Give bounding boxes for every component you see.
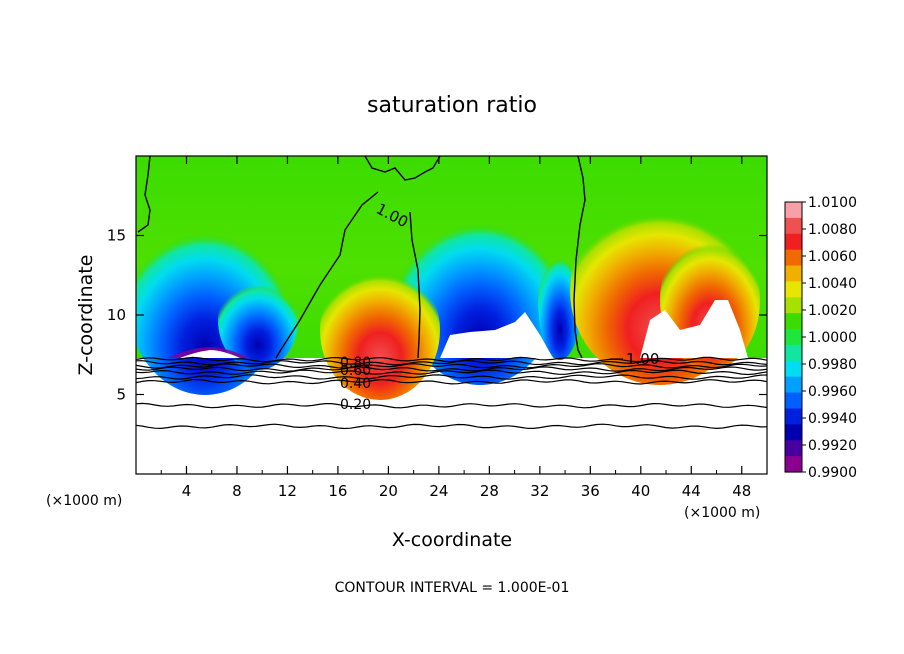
cloud-region-east — [640, 300, 748, 358]
y-axis-title: Z-coordinate — [75, 255, 97, 376]
dry-region-central-2 — [538, 240, 582, 360]
chart-title: saturation ratio — [367, 93, 537, 118]
colorbar-label: 0.9980 — [808, 357, 857, 373]
contour-line — [136, 369, 767, 376]
colorbar-swatch — [785, 202, 802, 219]
colorbar-label: 1.0040 — [808, 276, 857, 292]
contour-line — [136, 359, 767, 366]
colorbar-swatch — [785, 408, 802, 425]
contour-line — [136, 423, 767, 430]
lower-contours — [136, 356, 767, 430]
colorbar-swatch — [785, 313, 802, 330]
x-tick-label: 4 — [182, 482, 192, 500]
contour-label-1-00-right: 1.00 — [626, 350, 659, 368]
colorbar-label: 0.9900 — [808, 465, 857, 481]
moist-region-central — [320, 260, 440, 400]
x-tick-label: 20 — [379, 482, 398, 500]
colorbar-swatch — [785, 233, 802, 251]
x-tick-label: 48 — [732, 482, 751, 500]
contour-line — [136, 356, 767, 363]
colorbar-label: 1.0060 — [808, 249, 857, 265]
contour-line — [136, 378, 767, 385]
x-tick-label: 24 — [429, 482, 448, 500]
x-unit-label-left: (×1000 m) — [46, 493, 122, 509]
colorbar-swatch — [785, 329, 802, 346]
contour-line — [136, 374, 767, 380]
colorbar-swatch — [785, 440, 802, 457]
x-tick-label: 8 — [232, 482, 242, 500]
x-tick-label: 32 — [530, 482, 549, 500]
colorbar-label: 0.9960 — [808, 384, 857, 400]
colorbar-swatch — [785, 265, 802, 283]
contour-label-0-40: 0.40 — [340, 376, 371, 392]
contour-interval-note: CONTOUR INTERVAL = 1.000E-01 — [335, 580, 570, 596]
colorbar-swatch — [785, 456, 802, 473]
x-tick-label: 16 — [328, 482, 347, 500]
x-tick-label: 40 — [631, 482, 650, 500]
colorbar-swatch — [785, 424, 802, 441]
colorbar-swatch — [785, 281, 802, 298]
colorbar-swatch — [785, 249, 802, 267]
x-tick-label: 28 — [480, 482, 499, 500]
y-tick-label: 15 — [107, 227, 126, 245]
colorbar-swatch — [785, 344, 802, 362]
colorbar-swatch — [785, 376, 802, 394]
x-tick-label: 12 — [278, 482, 297, 500]
x-axis-title: X-coordinate — [392, 529, 512, 551]
x-unit-label-right: (×1000 m) — [684, 505, 760, 521]
contour-line — [136, 402, 767, 409]
colorbar-swatch — [785, 360, 802, 378]
contour-label-0-60: 0.60 — [340, 363, 371, 379]
x-tick-label: 44 — [682, 482, 701, 500]
colorbar-label: 0.9920 — [808, 438, 857, 454]
y-tick-label: 5 — [116, 386, 126, 404]
contour-line — [136, 366, 767, 372]
colorbar-label: 0.9940 — [808, 411, 857, 427]
colorbar-label: 1.0100 — [808, 195, 857, 211]
y-tick-label: 10 — [107, 306, 126, 324]
cloud-region-central — [440, 312, 553, 358]
colorbar-label: 1.0080 — [808, 222, 857, 238]
x-tick-label: 36 — [581, 482, 600, 500]
contour-label-0-20: 0.20 — [340, 397, 371, 413]
contour-line — [136, 363, 767, 369]
colorbar-swatch — [785, 217, 802, 235]
contour-1-00-west — [137, 156, 151, 233]
colorbar-label: 1.0000 — [808, 330, 857, 346]
colorbar-swatch — [785, 392, 802, 410]
contour-label-0-80: 0.80 — [340, 355, 371, 371]
plot-area — [136, 156, 767, 474]
colorbar: 1.0100 1.0080 1.0060 1.0040 1.0020 1.0000 0.99… — [784, 195, 857, 481]
dry-region-west-2 — [218, 270, 298, 370]
colorbar-label: 1.0020 — [808, 303, 857, 319]
colorbar-swatch — [785, 297, 802, 314]
